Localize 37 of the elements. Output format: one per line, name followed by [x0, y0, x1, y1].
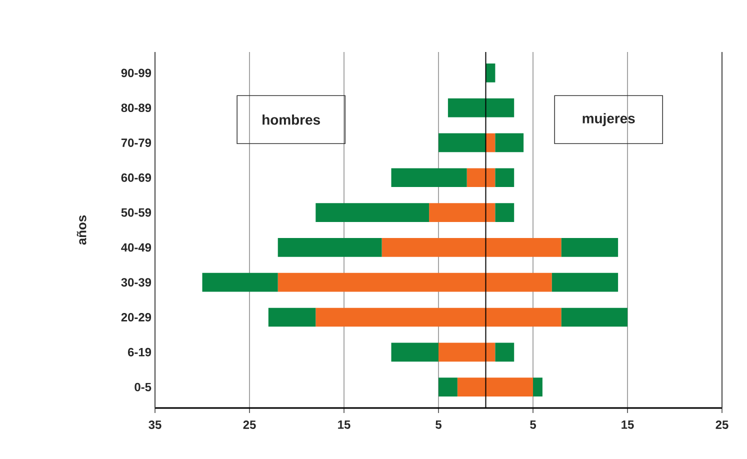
bar	[202, 272, 278, 292]
bar	[438, 133, 486, 152]
bar	[552, 272, 618, 292]
bar	[278, 238, 382, 257]
x-tick-label: 25	[243, 420, 256, 429]
y-tick-label: 20-29	[121, 313, 152, 322]
x-tick-label: 5	[436, 420, 442, 429]
x-tick-label: 25	[716, 420, 728, 429]
y-tick-label: 6-19	[128, 348, 152, 356]
bar	[495, 168, 514, 188]
y-axis-title: años	[76, 215, 86, 245]
y-tick-label: 90-99	[121, 68, 152, 78]
x-tick-label: 35	[148, 420, 162, 429]
y-tick-label: 40-49	[121, 243, 152, 252]
y-tick-label: 30-39	[121, 278, 152, 287]
bar	[438, 378, 458, 396]
bar	[533, 378, 542, 396]
y-tick-label: 50-59	[121, 208, 152, 217]
bar	[561, 308, 628, 327]
bar	[391, 342, 439, 362]
x-tick-label: 5	[530, 420, 536, 429]
y-tick-label: 70-79	[121, 138, 152, 147]
y-tick-label: 0-5	[134, 382, 152, 392]
annotation: hombres	[262, 114, 320, 125]
y-tick-label: 80-89	[121, 104, 152, 112]
y-tick-label: 60-69	[121, 173, 152, 182]
bar	[495, 133, 524, 152]
x-tick-label: 15	[338, 420, 350, 429]
bar	[561, 238, 618, 257]
bar	[391, 168, 467, 188]
bar	[495, 203, 514, 222]
annotation: mujeres	[582, 113, 635, 126]
bar	[495, 342, 514, 362]
x-tick-label: 15	[622, 420, 634, 429]
bar	[486, 64, 496, 82]
bar	[268, 308, 316, 327]
bar	[316, 203, 430, 222]
